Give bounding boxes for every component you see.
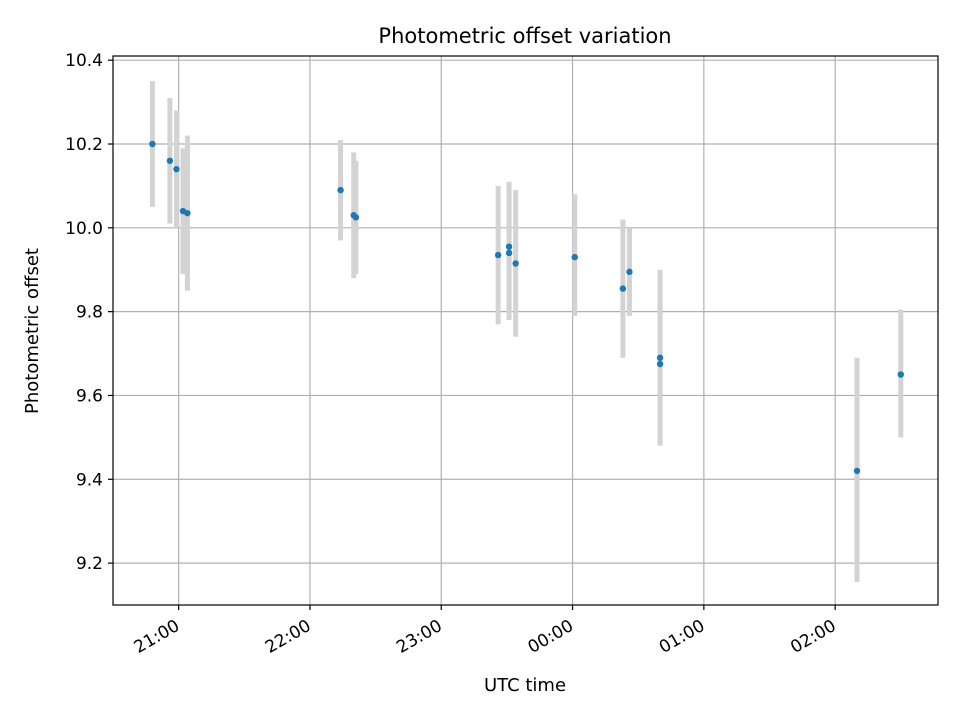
data-point [619,285,627,292]
data-point [897,371,904,378]
data-point [571,253,578,261]
data-point [352,214,360,221]
y-tick-label: 9.4 [76,470,103,490]
y-tick-label: 10.2 [65,135,103,155]
data-point [505,249,513,257]
y-tick-label: 10.4 [65,51,103,71]
x-axis-label: UTC time [484,675,566,696]
data-point [184,209,191,217]
data-markers [149,140,904,475]
data-point [173,165,180,173]
data-point [505,243,513,250]
data-point [853,467,861,475]
data-point [656,354,664,361]
plot-frame [112,55,939,606]
data-point [149,140,156,148]
y-tick-label: 10.0 [65,219,103,239]
y-tick-label: 9.2 [76,554,103,574]
chart-title: Photometric offset variation [378,24,671,48]
grid-lines [113,56,938,605]
y-tick-label: 9.8 [76,303,103,323]
data-point [166,157,174,164]
y-axis-label: Photometric offset [22,248,43,414]
data-point [337,186,344,194]
y-tick-label: 9.6 [76,386,103,406]
data-point [494,251,502,259]
data-point [626,268,633,276]
data-point [656,360,664,368]
data-point [512,260,519,267]
